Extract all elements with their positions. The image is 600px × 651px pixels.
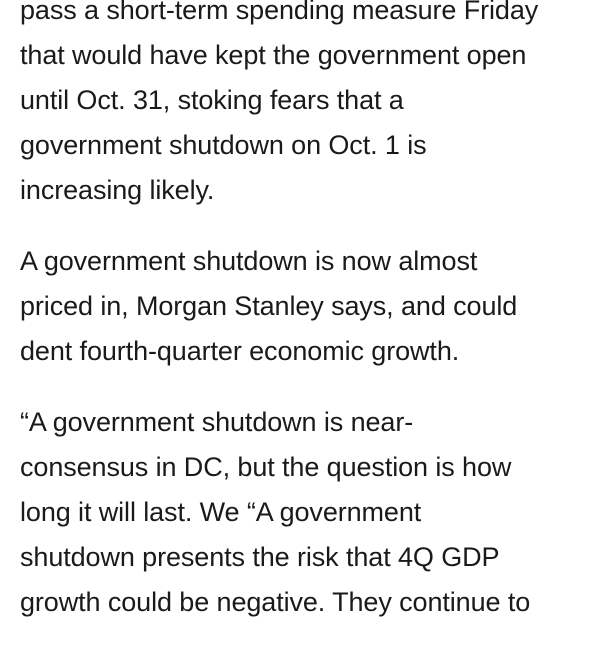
- text-line: long it will last. We “A government: [20, 497, 422, 527]
- article-body: pass a short-term spending measure Frida…: [20, 0, 590, 651]
- text-line: priced in, Morgan Stanley says, and coul…: [20, 291, 518, 321]
- text-line: consensus in DC, but the question is how: [20, 452, 512, 482]
- text-line: A government shutdown is now almost: [20, 246, 478, 276]
- text-line: growth could be negative. They continue …: [20, 587, 531, 617]
- text-line: increasing likely.: [20, 175, 215, 205]
- paragraph-3: “A government shutdown is near- consensu…: [20, 400, 590, 625]
- paragraph-2: A government shutdown is now almost pric…: [20, 239, 590, 374]
- text-line: that would have kept the government open: [20, 40, 527, 70]
- text-line: shutdown presents the risk that 4Q GDP: [20, 542, 500, 572]
- paragraph-1: pass a short-term spending measure Frida…: [20, 0, 590, 213]
- text-line: “A government shutdown is near-: [20, 407, 414, 437]
- text-line: until Oct. 31, stoking fears that a: [20, 85, 404, 115]
- text-line: government shutdown on Oct. 1 is: [20, 130, 427, 160]
- text-line: dent fourth-quarter economic growth.: [20, 336, 460, 366]
- text-line: pass a short-term spending measure Frida…: [20, 0, 539, 25]
